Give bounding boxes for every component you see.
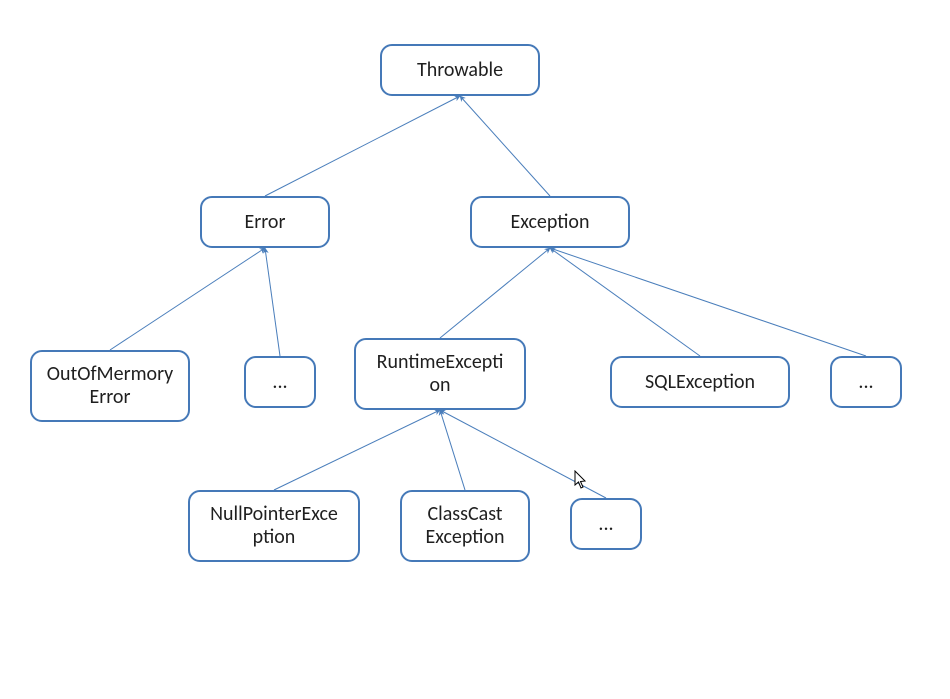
- node-label: ...: [272, 371, 287, 394]
- node-label: ClassCastException: [425, 503, 504, 549]
- node-runtime: RuntimeException: [354, 338, 526, 410]
- edge-npe-to-runtime: [274, 410, 440, 490]
- node-label: Error: [245, 211, 286, 234]
- node-exception_more: ...: [830, 356, 902, 408]
- node-cce: ClassCastException: [400, 490, 530, 562]
- node-sql: SQLException: [610, 356, 790, 408]
- edge-sql-to-exception: [550, 248, 700, 356]
- node-label: SQLException: [645, 371, 755, 394]
- node-exception: Exception: [470, 196, 630, 248]
- edge-exception_more-to-exception: [550, 248, 866, 356]
- edge-oom-to-error: [110, 248, 265, 350]
- node-label: Exception: [510, 211, 589, 234]
- edge-error-to-throwable: [265, 96, 460, 196]
- node-label: NullPointerException: [210, 503, 338, 549]
- node-runtime_more: ...: [570, 498, 642, 550]
- node-label: ...: [598, 513, 613, 536]
- edge-runtime-to-exception: [440, 248, 550, 338]
- node-label: OutOfMermoryError: [47, 363, 173, 409]
- edge-cce-to-runtime: [440, 410, 465, 490]
- mouse-cursor-icon: [574, 470, 588, 490]
- node-label: RuntimeException: [377, 351, 504, 397]
- node-label: ...: [858, 371, 873, 394]
- edge-exception-to-throwable: [460, 96, 550, 196]
- edge-error_more-to-error: [265, 248, 280, 356]
- node-npe: NullPointerException: [188, 490, 360, 562]
- node-error_more: ...: [244, 356, 316, 408]
- edge-runtime_more-to-runtime: [440, 410, 606, 498]
- node-label: Throwable: [417, 59, 503, 82]
- node-oom: OutOfMermoryError: [30, 350, 190, 422]
- node-error: Error: [200, 196, 330, 248]
- node-throwable: Throwable: [380, 44, 540, 96]
